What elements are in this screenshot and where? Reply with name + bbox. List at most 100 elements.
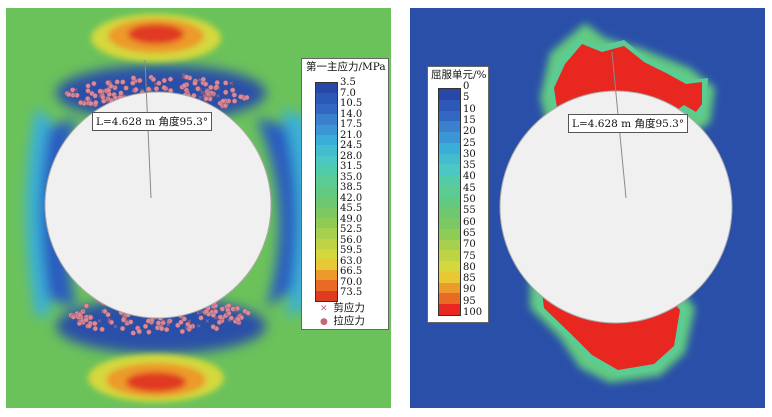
- legend-swatch: [316, 238, 337, 249]
- legend-value-label: 10.5: [340, 98, 363, 109]
- tension-marker: [83, 303, 90, 309]
- shear-marker: ✕: [72, 91, 77, 98]
- legend-swatch: [316, 155, 337, 166]
- shear-marker: ✕: [205, 318, 210, 325]
- tension-marker: [92, 93, 98, 99]
- tension-marker: [92, 325, 98, 332]
- legend-swatch: [316, 145, 337, 156]
- tension-marker: [210, 324, 216, 330]
- shear-marker: ✕: [181, 75, 186, 82]
- shear-marker: ✕: [198, 94, 203, 101]
- shear-marker: ✕: [71, 312, 76, 319]
- tension-marker: [234, 305, 241, 312]
- tension-marker: [203, 308, 210, 315]
- legend-swatch: [439, 185, 460, 197]
- tension-marker: [178, 319, 184, 325]
- tension-marker: [216, 319, 223, 325]
- tension-marker: [192, 80, 198, 86]
- tension-marker: [181, 83, 187, 89]
- legend-swatch: [439, 293, 460, 304]
- tension-marker: [88, 100, 94, 107]
- legend-swatch: [439, 110, 460, 122]
- legend-swatch: [316, 103, 337, 115]
- legend-swatch: [439, 304, 460, 315]
- shear-marker: ✕: [213, 315, 218, 322]
- tension-marker: [245, 310, 251, 316]
- shear-marker: ✕: [227, 318, 232, 325]
- legend-value-label: 38.5: [340, 182, 363, 193]
- tension-marker: [202, 81, 209, 87]
- tension-marker: [223, 80, 229, 86]
- shear-marker: ✕: [211, 93, 216, 100]
- shear-marker: ✕: [76, 319, 81, 326]
- legend-value-label: 31.5: [340, 161, 363, 172]
- tension-stress-label: 拉应力: [333, 315, 365, 327]
- tension-marker: [123, 85, 129, 91]
- circle-marker-icon: ●: [320, 317, 328, 327]
- shear-marker: ✕: [203, 93, 208, 100]
- tension-marker: [137, 77, 143, 84]
- legend-value-label: 3.5: [340, 77, 356, 88]
- tension-marker: [91, 80, 97, 87]
- tension-marker: [85, 88, 91, 94]
- legend-swatch: [316, 228, 337, 239]
- tension-marker: [85, 96, 91, 102]
- shear-marker: ✕: [131, 87, 136, 94]
- shear-marker: ✕: [98, 93, 103, 100]
- tension-marker-legend: ● 拉应力: [320, 316, 365, 327]
- legend-swatch: [439, 121, 460, 132]
- legend-value-label: 10: [463, 103, 476, 115]
- shear-marker: ✕: [216, 85, 221, 92]
- tension-marker: [223, 89, 229, 95]
- shear-marker: ✕: [107, 319, 112, 326]
- tension-marker: [80, 308, 86, 315]
- tension-marker: [128, 319, 134, 325]
- tension-marker: [198, 315, 204, 321]
- tension-marker: [217, 314, 223, 320]
- legend-value-label: 42.0: [340, 192, 363, 204]
- legend-value-label: 73.5: [340, 287, 363, 298]
- shear-marker: ✕: [237, 320, 242, 327]
- legend-value-label: 40: [463, 171, 476, 183]
- tension-marker: [153, 86, 160, 92]
- tension-marker: [119, 325, 126, 332]
- legend-value-label: 24.5: [340, 140, 363, 151]
- tension-marker: [212, 308, 219, 315]
- shear-marker: ✕: [233, 307, 238, 314]
- shear-marker: ✕: [203, 91, 208, 98]
- legend-swatch: [439, 250, 460, 261]
- legend-value-label: 70: [463, 239, 476, 251]
- shear-marker: ✕: [83, 99, 88, 106]
- tension-marker: [102, 308, 108, 314]
- tension-marker: [105, 96, 111, 102]
- shear-marker: ✕: [95, 298, 100, 305]
- tension-marker: [231, 98, 238, 104]
- legend-swatch: [439, 99, 460, 111]
- shear-marker: ✕: [184, 326, 189, 333]
- tension-marker: [130, 75, 137, 81]
- tension-marker: [159, 325, 165, 332]
- tension-marker: [118, 90, 124, 96]
- legend-swatch: [439, 207, 460, 218]
- legend-value-label: 14.0: [340, 108, 363, 120]
- shear-marker: ✕: [196, 310, 201, 317]
- legend-value-label: 15: [463, 114, 476, 126]
- legend-swatch: [316, 217, 337, 229]
- tension-marker: [85, 83, 91, 89]
- legend-swatch: [439, 153, 460, 165]
- tension-marker: [235, 316, 241, 323]
- tension-marker: [195, 86, 201, 92]
- tension-marker: [230, 87, 236, 93]
- tension-marker: [76, 320, 83, 327]
- legend-swatch: [316, 259, 337, 270]
- legend-swatch: [316, 280, 337, 291]
- legend-value-label: 85: [463, 273, 476, 285]
- shear-marker: ✕: [186, 90, 191, 97]
- legend-value-label: 80: [463, 261, 476, 273]
- legend-value-label: 56.0: [340, 234, 363, 246]
- tension-marker: [136, 328, 142, 334]
- legend-swatch: [316, 269, 337, 281]
- legend-swatch: [439, 132, 460, 143]
- legend-value-label: 90: [463, 284, 476, 296]
- tension-marker: [203, 96, 209, 102]
